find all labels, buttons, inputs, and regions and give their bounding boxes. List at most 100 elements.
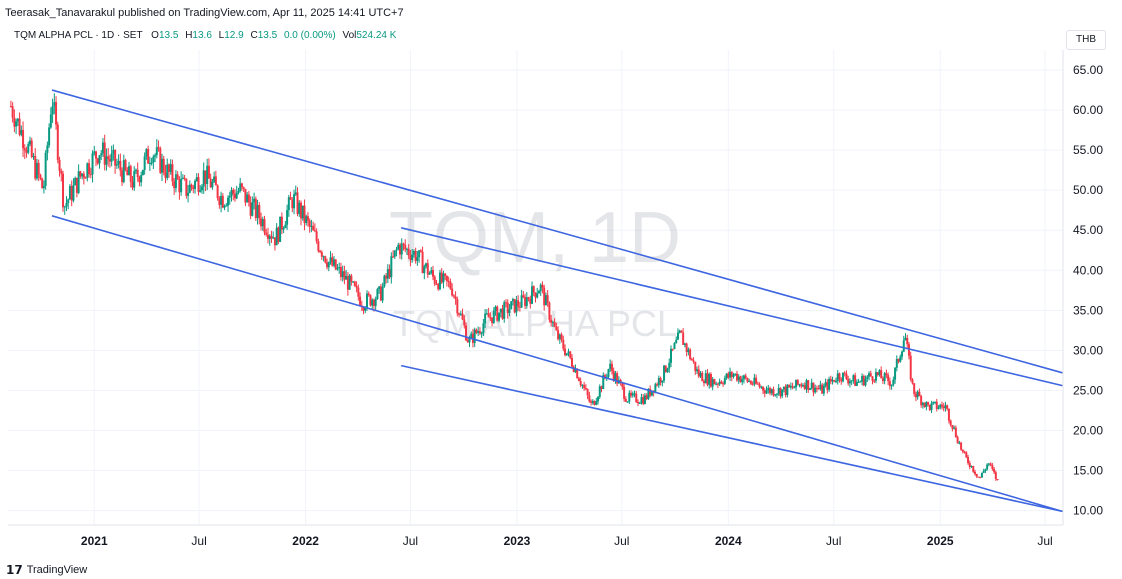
candle-body xyxy=(81,173,84,177)
candle-body xyxy=(468,338,471,343)
candle-body xyxy=(326,262,329,268)
candle-body xyxy=(591,400,594,403)
candle-body xyxy=(831,379,834,382)
candle-body xyxy=(742,375,745,380)
candle-body xyxy=(329,257,332,263)
candle-body xyxy=(188,184,191,193)
candle-body xyxy=(788,384,791,388)
candle-body xyxy=(878,370,881,375)
candle-body xyxy=(991,464,994,469)
candle-body xyxy=(744,375,747,379)
candle-body xyxy=(18,118,21,135)
candle-body xyxy=(246,194,249,203)
candle-body xyxy=(209,178,212,188)
candle-body xyxy=(86,163,89,178)
candle-body xyxy=(187,192,190,196)
candle-body xyxy=(339,267,342,278)
candle-body xyxy=(432,270,435,277)
candle-body xyxy=(871,376,874,381)
candle-body xyxy=(807,380,810,390)
candle-body xyxy=(362,307,365,311)
watermark-ticker: TQM, 1D xyxy=(389,198,681,278)
candle-body xyxy=(256,205,259,218)
candle-body xyxy=(729,371,732,378)
candle-body xyxy=(202,170,205,187)
candle-body xyxy=(517,300,520,307)
candle-body xyxy=(145,149,148,157)
candle-body xyxy=(459,313,462,315)
candle-body xyxy=(277,227,280,242)
candle-body xyxy=(581,384,584,386)
candle-body xyxy=(324,256,327,263)
candle-body xyxy=(730,371,733,377)
candle-body xyxy=(124,160,127,170)
price-tick-label: 20.00 xyxy=(1073,423,1103,437)
candle-body xyxy=(671,348,674,350)
candle-body xyxy=(197,177,200,192)
candle-body xyxy=(607,369,610,377)
candle-body xyxy=(781,389,784,397)
candle-body xyxy=(881,378,884,382)
candle-body xyxy=(268,235,271,239)
candle-body xyxy=(736,373,739,381)
candle-body xyxy=(814,387,817,393)
candle-body xyxy=(452,295,455,297)
candle-body xyxy=(51,106,54,115)
candle-body xyxy=(169,164,172,173)
volume-label: Vol xyxy=(342,30,357,41)
candle-body xyxy=(477,331,480,333)
candle-body xyxy=(426,263,429,275)
candle-body xyxy=(155,147,158,156)
candle-body xyxy=(749,381,752,384)
candle-body xyxy=(574,368,577,372)
candle-body xyxy=(112,149,115,154)
candle-body xyxy=(433,276,436,284)
candle-body xyxy=(232,189,235,195)
candle-body xyxy=(385,275,388,279)
candle-body xyxy=(914,393,917,398)
candle-body xyxy=(466,340,469,343)
candle-body xyxy=(60,170,63,174)
candle-body xyxy=(456,299,459,314)
currency-button[interactable]: THB xyxy=(1066,30,1106,50)
candle-body xyxy=(343,271,346,280)
candle-body xyxy=(923,402,926,408)
trendline[interactable] xyxy=(400,364,1063,513)
candle-body xyxy=(331,257,334,266)
candle-body xyxy=(904,337,907,341)
candle-body xyxy=(727,373,730,378)
trendline[interactable] xyxy=(51,89,1063,374)
candle-body xyxy=(763,390,766,394)
candle-body xyxy=(748,381,751,383)
candle-body xyxy=(235,192,238,199)
candle-body xyxy=(412,250,415,255)
price-tick-label: 25.00 xyxy=(1073,383,1103,397)
candle-body xyxy=(847,379,850,384)
candle-body xyxy=(35,162,38,179)
candle-body xyxy=(27,144,30,153)
candle-body xyxy=(857,381,860,383)
candle-body xyxy=(925,402,928,408)
candle-body xyxy=(854,375,857,386)
trendline[interactable] xyxy=(400,227,1063,387)
candle-body xyxy=(301,205,304,219)
candle-body xyxy=(994,472,997,480)
candle-body xyxy=(769,388,772,394)
candle-body xyxy=(682,332,685,345)
candle-body xyxy=(110,153,113,162)
candle-body xyxy=(489,317,492,319)
candle-body xyxy=(795,379,798,388)
candle-body xyxy=(180,178,183,193)
candle-body xyxy=(800,384,803,387)
candle-body xyxy=(946,405,949,409)
candle-body xyxy=(765,390,768,394)
candle-body xyxy=(666,368,669,372)
trendline[interactable] xyxy=(51,215,1063,513)
change-value: 0.0 (0.00%) xyxy=(283,30,336,41)
symbol-name[interactable]: TQM ALPHA PCL · 1D · SET xyxy=(14,30,143,41)
time-tick-label: Jul xyxy=(1037,534,1052,548)
candle-body xyxy=(399,244,402,255)
candle-body xyxy=(805,380,808,390)
candle-body xyxy=(661,380,664,383)
